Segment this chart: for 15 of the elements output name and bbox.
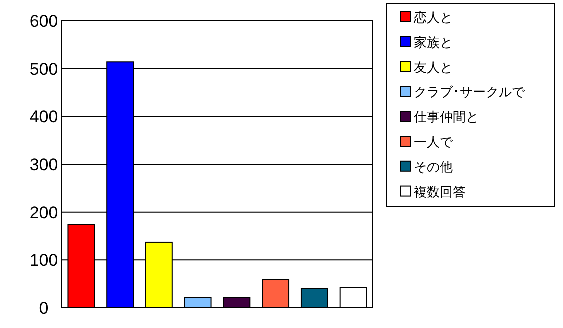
legend-label: 複数回答 — [414, 184, 466, 200]
y-tick-label: 500 — [30, 60, 58, 79]
legend-label: 友人と — [414, 60, 453, 75]
legend-label: 家族と — [414, 34, 453, 50]
y-tick-label: 300 — [30, 156, 58, 174]
y-tick-label: 200 — [30, 203, 58, 222]
legend-label: 恋人と — [413, 10, 453, 25]
legend-label: 仕事仲間と — [413, 110, 479, 125]
y-tick-label: 100 — [30, 251, 58, 270]
y-tick-label: 400 — [30, 108, 58, 127]
legend-label: 一人で — [414, 134, 454, 150]
legend-label: クラブ･サークルで — [414, 84, 526, 100]
legend-label: その他 — [414, 159, 453, 174]
y-tick-label: 0 — [39, 299, 49, 318]
y-tick-label: 600 — [30, 12, 58, 31]
